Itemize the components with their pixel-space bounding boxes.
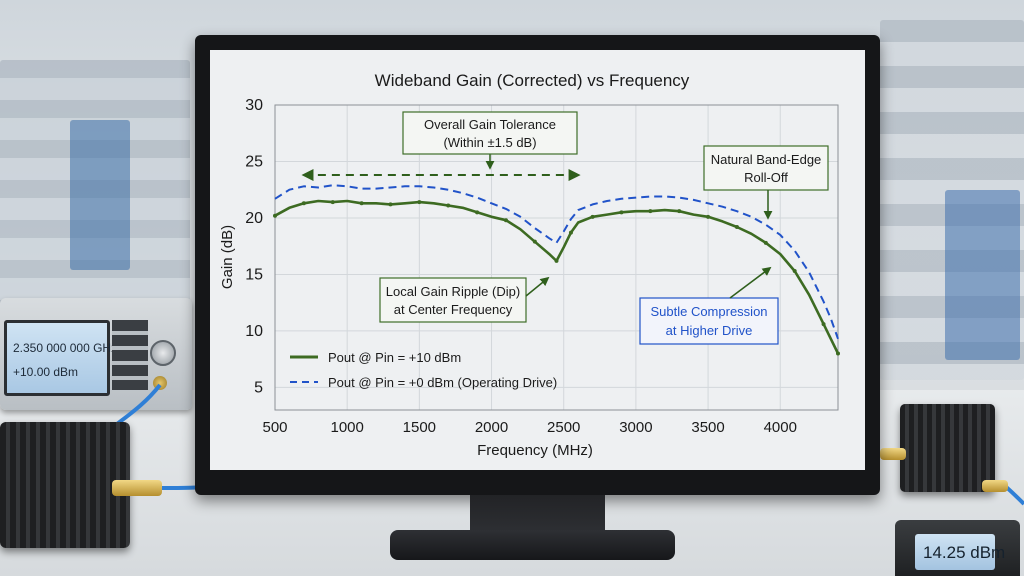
signal-generator: 2.350 000 000 GHz +10.00 dBm [0,298,192,410]
annotation-dip-line1: Local Gain Ripple (Dip) [386,284,520,299]
y-axis-label: Gain (dB) [219,225,236,289]
series-1-point [792,269,797,274]
monitor-screen: Wideband Gain (Corrected) vs Frequency 5… [210,50,865,470]
amplifier-right [900,404,995,492]
x-tick-label: 3500 [691,419,724,436]
sma-connector-right [880,448,906,460]
dip-pointer [525,276,550,297]
sma-connector-right-out [982,480,1008,492]
y-tick-label: 15 [245,266,263,283]
series-1-point [273,213,277,218]
x-tick-label: 4000 [764,419,797,436]
y-tick-label: 10 [245,323,263,340]
series-1-point [301,201,306,206]
plot-area-border [274,104,839,411]
x-tick-label: 2500 [547,419,580,436]
legend-label-series-2: Pout @ Pin = +0 dBm (Operating Drive) [328,375,557,390]
series-1-point [446,203,451,208]
annotation-tolerance: Overall Gain Tolerance (Within ±1.5 dB) [402,111,578,155]
annotation-tolerance-line1: Overall Gain Tolerance [424,117,556,132]
series-1-point [763,240,768,245]
signal-generator-knob [150,340,176,366]
compression-pointer [729,266,772,299]
annotation-dip: Local Gain Ripple (Dip) at Center Freque… [379,277,527,323]
legend-label-series-1: Pout @ Pin = +10 dBm [328,350,461,365]
series-1-point [648,209,653,214]
series-1-point [388,202,393,207]
annotation-compression-line2: at Higher Drive [666,323,753,338]
sma-connector-left [112,480,162,496]
monitor-stand-base [390,530,675,560]
x-tick-label: 3000 [619,419,652,436]
y-tick-label: 30 [245,97,263,114]
series-1-point [475,210,480,215]
series-line-2 [274,184,839,340]
y-tick-label: 20 [245,210,263,227]
x-tick-label: 500 [262,419,287,436]
y-tick-label: 25 [245,153,263,170]
power-meter: 14.25 dBm [895,520,1020,576]
power-meter-display: 14.25 dBm [915,534,1005,570]
series-1-point [330,200,335,205]
x-tick-label: 1000 [330,419,363,436]
x-axis-label: Frequency (MHz) [477,442,593,459]
series-1-point [503,218,508,223]
series-1-point [417,200,422,205]
power-meter-value: 14.25 dBm [923,543,1006,562]
series [273,184,840,356]
series-1-point [706,214,711,219]
axis-ticks: 500 1000 1500 2000 2500 3000 3500 4000 5 10 15 20 25… [245,97,797,436]
signal-generator-power: +10.00 dBm [13,365,79,379]
annotation-band-edge-line1: Natural Band-Edge [711,152,822,167]
annotation-compression-line1: Subtle Compression [650,304,767,319]
legend: Pout @ Pin = +10 dBm Pout @ Pin = +0 dBm… [290,350,557,390]
series-1-point [590,214,595,219]
chart-title: Wideband Gain (Corrected) vs Frequency [375,71,690,90]
annotation-dip-line2: at Center Frequency [394,302,513,317]
series-1-point [734,225,739,229]
annotation-compression: Subtle Compression at Higher Drive [639,297,779,345]
background-equipment-right [945,190,1020,360]
amplifier-left [0,422,130,548]
x-tick-label: 2000 [475,419,508,436]
annotation-tolerance-line2: (Within ±1.5 dB) [443,135,536,150]
series-1-point [532,239,537,244]
monitor-stand-neck [470,495,605,535]
y-tick-label: 5 [254,379,263,396]
signal-generator-frequency: 2.350 000 000 GHz [13,341,118,355]
series-1-point [554,258,559,263]
series-1-point [677,209,682,214]
background-equipment-left [70,120,130,270]
series-1-point [568,230,573,235]
series-line-1 [274,199,840,355]
signal-generator-keypad [112,320,148,390]
series-1-point [619,210,624,215]
annotation-band-edge-line2: Roll-Off [744,170,788,185]
x-tick-label: 1500 [403,419,436,436]
signal-generator-display: 2.350 000 000 GHz +10.00 dBm [4,320,117,396]
series-1-point [359,201,364,206]
gain-chart: Wideband Gain (Corrected) vs Frequency 5… [219,71,840,459]
series-1-point [821,322,826,327]
annotation-band-edge: Natural Band-Edge Roll-Off [703,145,829,191]
series-1-point [836,351,840,356]
